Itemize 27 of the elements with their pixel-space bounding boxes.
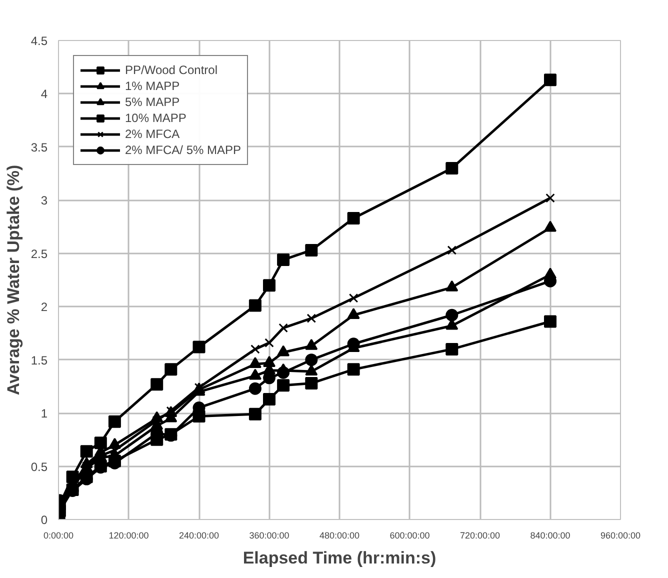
y-tick-label: 2.5 <box>30 246 48 261</box>
legend-label: 10% MAPP <box>125 110 186 126</box>
legend-label: PP/Wood Control <box>125 62 218 78</box>
y-tick-label: 1 <box>40 406 48 421</box>
y-tick-label: 3 <box>40 194 48 208</box>
y-tick-label: 1.5 <box>30 353 48 368</box>
legend-label: 5% MAPP <box>125 94 180 110</box>
x-tick-label: 720:00:00 <box>460 530 500 540</box>
y-tick-label: 2 <box>40 300 48 314</box>
x-axis-title: Elapsed Time (hr:min:s) <box>242 548 436 568</box>
legend-label: 1% MAPP <box>125 78 180 94</box>
y-tick-label: 0 <box>40 513 48 527</box>
x-tick-label: 840:00:00 <box>530 530 570 540</box>
y-tick-label: 0.5 <box>30 460 48 474</box>
y-tick-label: 4 <box>40 87 48 102</box>
y-axis-title: Average % Water Uptake (%) <box>4 164 23 396</box>
x-tick-label: 360:00:00 <box>249 530 290 540</box>
y-tick-label: 3.5 <box>30 140 48 154</box>
y-tick-label: 4.5 <box>30 34 48 48</box>
x-tick-label: 0:00:00 <box>43 530 74 540</box>
legend-label: 2% MFCA <box>125 126 180 142</box>
x-tick-label: 960:00:00 <box>600 530 641 540</box>
x-tick-label: 240:00:00 <box>178 530 220 540</box>
x-tick-label: 120:00:00 <box>108 530 149 540</box>
x-tick-label: 600:00:00 <box>390 530 430 540</box>
legend-label: 2% MFCA/ 5% MAPP <box>125 142 242 158</box>
x-tick-label: 480:00:00 <box>319 530 360 540</box>
